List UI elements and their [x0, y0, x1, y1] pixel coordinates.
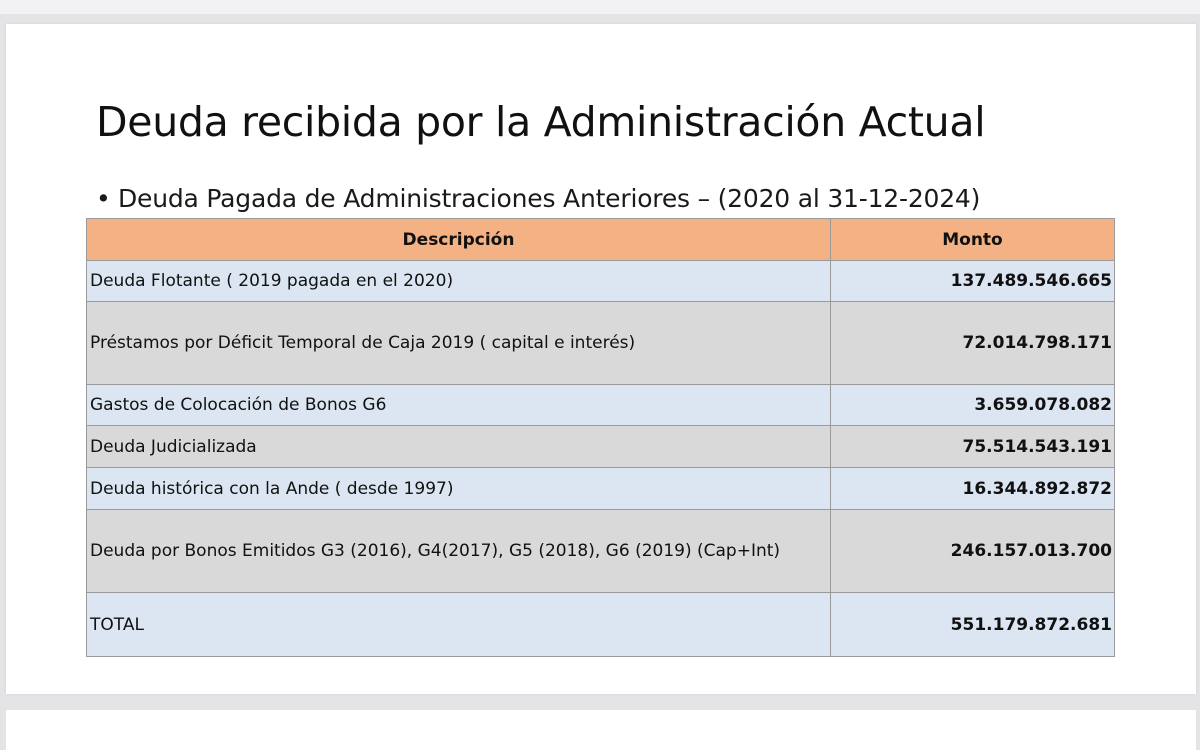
header-amount: Monto — [830, 218, 1115, 261]
row-description: Deuda por Bonos Emitidos G3 (2016), G4(2… — [86, 509, 831, 593]
row-amount: 16.344.892.872 — [830, 467, 1115, 510]
table-row: Deuda Flotante ( 2019 pagada en el 2020)… — [86, 260, 1115, 302]
row-description: Deuda histórica con la Ande ( desde 1997… — [86, 467, 831, 510]
total-amount: 551.179.872.681 — [830, 592, 1115, 657]
subtitle-text: Deuda Pagada de Administraciones Anterio… — [118, 184, 981, 213]
slide-subtitle: • Deuda Pagada de Administraciones Anteri… — [96, 184, 980, 213]
row-amount: 3.659.078.082 — [830, 384, 1115, 426]
total-label: TOTAL — [86, 592, 831, 657]
table-header-row: Descripción Monto — [86, 218, 1115, 261]
row-description: Préstamos por Déficit Temporal de Caja 2… — [86, 301, 831, 385]
row-amount: 75.514.543.191 — [830, 425, 1115, 468]
row-description: Deuda Flotante ( 2019 pagada en el 2020) — [86, 260, 831, 302]
table-row: Deuda por Bonos Emitidos G3 (2016), G4(2… — [86, 509, 1115, 593]
row-amount: 137.489.546.665 — [830, 260, 1115, 302]
row-description: Gastos de Colocación de Bonos G6 — [86, 384, 831, 426]
row-amount: 72.014.798.171 — [830, 301, 1115, 385]
next-slide-preview — [6, 710, 1196, 750]
bullet-marker: • — [96, 184, 111, 213]
table-row: Préstamos por Déficit Temporal de Caja 2… — [86, 301, 1115, 385]
table-row: Deuda histórica con la Ande ( desde 1997… — [86, 467, 1115, 510]
table-row: Deuda Judicializada 75.514.543.191 — [86, 425, 1115, 468]
debt-table: Descripción Monto Deuda Flotante ( 2019 … — [86, 218, 1115, 657]
row-amount: 246.157.013.700 — [830, 509, 1115, 593]
row-description: Deuda Judicializada — [86, 425, 831, 468]
table-total-row: TOTAL 551.179.872.681 — [86, 592, 1115, 657]
table-row: Gastos de Colocación de Bonos G6 3.659.0… — [86, 384, 1115, 426]
top-strip — [0, 0, 1200, 14]
slide-title: Deuda recibida por la Administración Act… — [96, 98, 986, 146]
header-description: Descripción — [86, 218, 831, 261]
